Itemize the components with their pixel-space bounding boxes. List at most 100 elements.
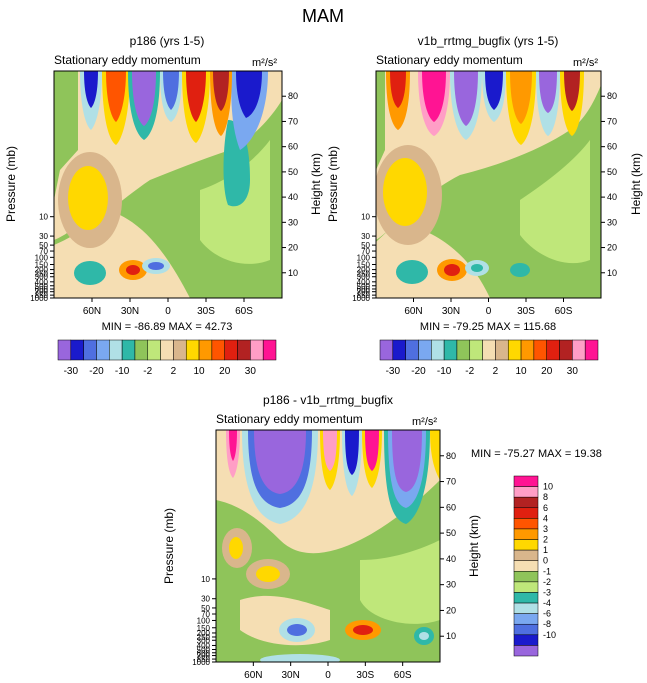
panel-3-x-tick-label: 60N <box>244 670 262 681</box>
panel-2-lower-blob <box>471 264 483 272</box>
panel-2-height-tick-label: 10 <box>607 268 617 278</box>
colorbar-1-label: -2 <box>143 366 152 377</box>
panel-3-pressure-tick-label: 50 <box>201 604 210 613</box>
panel-3-units: m²/s² <box>412 416 437 428</box>
colorbar-2-swatch <box>559 339 573 361</box>
colorbar-2-swatch <box>418 339 432 361</box>
panel-1-height-tick-label: 60 <box>288 142 298 152</box>
panel-2-min-max: MIN = -79.25 MAX = 115.68 <box>420 321 556 333</box>
panel-2-height-tick-label: 40 <box>607 192 617 202</box>
panel-2-pressure-tick-label: 200 <box>357 266 371 275</box>
panel-1-lobe <box>213 71 229 111</box>
panel-2-green-region <box>376 71 385 170</box>
panel-1-lobe <box>132 71 156 126</box>
panel-3-lower-blob <box>419 632 429 640</box>
colorbar-3-label: -1 <box>543 566 551 576</box>
colorbar-1-swatch <box>121 339 136 361</box>
colorbar-2-swatch <box>379 339 394 361</box>
colorbar-3-label: 0 <box>543 556 548 566</box>
generated-axes-and-colorbars: 60N 30N 0 30S 60S102030405060708010305070100… <box>30 91 617 681</box>
panel-2-height-tick-label: 80 <box>607 91 617 101</box>
panel-1-lower-blob <box>74 261 106 285</box>
panel-3-yellow-blob <box>256 566 280 582</box>
panel-2-height-tick-label: 50 <box>607 167 617 177</box>
colorbar-2-swatch <box>431 339 445 361</box>
panel-2-pressure-tick-label: 100 <box>357 253 371 262</box>
panel-2-height-tick-label: 60 <box>607 142 617 152</box>
colorbar-1-label: 10 <box>193 366 205 377</box>
panel-3-pressure-tick-label: 850 <box>197 655 211 664</box>
colorbar-3-label: -2 <box>543 577 551 587</box>
colorbar-1-swatch <box>134 339 149 361</box>
colorbar-3-swatch <box>513 634 539 646</box>
panel-1-height-tick-label: 30 <box>288 217 298 227</box>
panel-1-pressure-tick-label: 70 <box>39 247 48 256</box>
panel-1-green-region <box>54 71 78 200</box>
panel-1-lobe <box>163 71 179 110</box>
panel-2-pressure-tick-label: 30 <box>361 232 370 241</box>
panel-1-pressure-tick-label: 30 <box>39 232 48 241</box>
colorbar-1-swatch <box>198 339 213 361</box>
colorbar-3-label: 8 <box>543 492 548 502</box>
panel-3-min-max: MIN = -75.27 MAX = 19.38 <box>471 448 602 460</box>
panel-1-pressure-tick-label: 850 <box>35 291 49 300</box>
colorbar-1-swatch <box>109 339 123 361</box>
colorbar-2-swatch <box>392 339 406 361</box>
colorbar-1-label: 2 <box>171 366 177 377</box>
panel-2-lower-blob <box>444 264 460 276</box>
colorbar-1-swatch <box>57 339 72 361</box>
colorbar-1-swatch <box>160 339 174 361</box>
panel-1-pressure-tick-label: 700 <box>35 288 49 297</box>
panel-2-pressure-tick-label: 50 <box>361 241 370 250</box>
panel-2-height-tick-label: 70 <box>607 116 617 126</box>
colorbar-3-swatch <box>513 623 539 636</box>
colorbar-3-swatch <box>513 602 539 614</box>
panel-1-ylabel-right: Height (km) <box>309 153 323 215</box>
panel-1-x-tick-label: 60S <box>235 306 253 317</box>
colorbar-1-label: -20 <box>89 366 104 377</box>
panel-3-height-tick-label: 40 <box>446 554 456 564</box>
panel-1-lobe <box>84 71 98 108</box>
panel-1-height-tick-label: 10 <box>288 268 298 278</box>
panel-2: v1b_rrtmg_bugfix (yrs 1-5) Stationary ed… <box>326 34 643 333</box>
panel-3-lower-blob <box>287 624 307 636</box>
colorbar-2-swatch <box>572 339 586 361</box>
panel-3-pressure-tick-label: 300 <box>197 636 211 645</box>
panel-1-x-tick-label: 60N <box>83 306 101 317</box>
colorbar-2-swatch <box>533 339 547 361</box>
colorbar-1-swatch <box>96 339 110 361</box>
panel-1: p186 (yrs 1-5) Stationary eddy momentum … <box>4 34 323 333</box>
colorbar-3-swatch <box>513 549 539 561</box>
panel-1-lower-blob <box>126 265 140 275</box>
panel-2-pressure-tick-label: 10 <box>361 213 370 222</box>
panel-1-height-tick-label: 40 <box>288 192 298 202</box>
colorbar-1-swatch <box>224 339 238 361</box>
colorbar-1-swatch <box>237 339 251 361</box>
panel-3-height-tick-label: 30 <box>446 580 456 590</box>
panel-1-pressure-tick-label: 150 <box>35 261 49 270</box>
panel-2-ylabel-right: Height (km) <box>629 153 643 215</box>
panel-3-lobe <box>392 430 422 492</box>
colorbar-3-label: -10 <box>543 630 556 640</box>
colorbar-1-label: -30 <box>64 366 79 377</box>
panel-3-pressure-tick-label: 600 <box>197 649 211 658</box>
panel-3-title: p186 - v1b_rrtmg_bugfix <box>263 393 393 407</box>
panel-3-lobe <box>254 430 306 494</box>
panel-3-lobe <box>323 430 337 471</box>
panel-3-pressure-tick-label: 500 <box>197 645 211 654</box>
panel-2-lightgreen-region <box>520 140 590 264</box>
panel-3-height-tick-label: 10 <box>446 631 456 641</box>
panel-1-pressure-tick-label: 600 <box>35 285 49 294</box>
panel-3-contour-field <box>216 430 440 662</box>
colorbar-3-swatch <box>513 560 539 572</box>
panel-3-x-tick-label: 60S <box>394 670 412 681</box>
panel-2-pressure-tick-label: 400 <box>357 278 371 287</box>
panel-3-lower-blob <box>353 625 373 635</box>
panel-3-x-tick-label: 0 <box>325 670 331 681</box>
panel-1-pressure-tick-label: 50 <box>39 241 48 250</box>
colorbar-3-label: 4 <box>543 513 548 523</box>
colorbar-1-swatch <box>211 339 225 361</box>
colorbar-3-swatch <box>513 581 539 593</box>
colorbar-2-swatch <box>546 339 560 361</box>
